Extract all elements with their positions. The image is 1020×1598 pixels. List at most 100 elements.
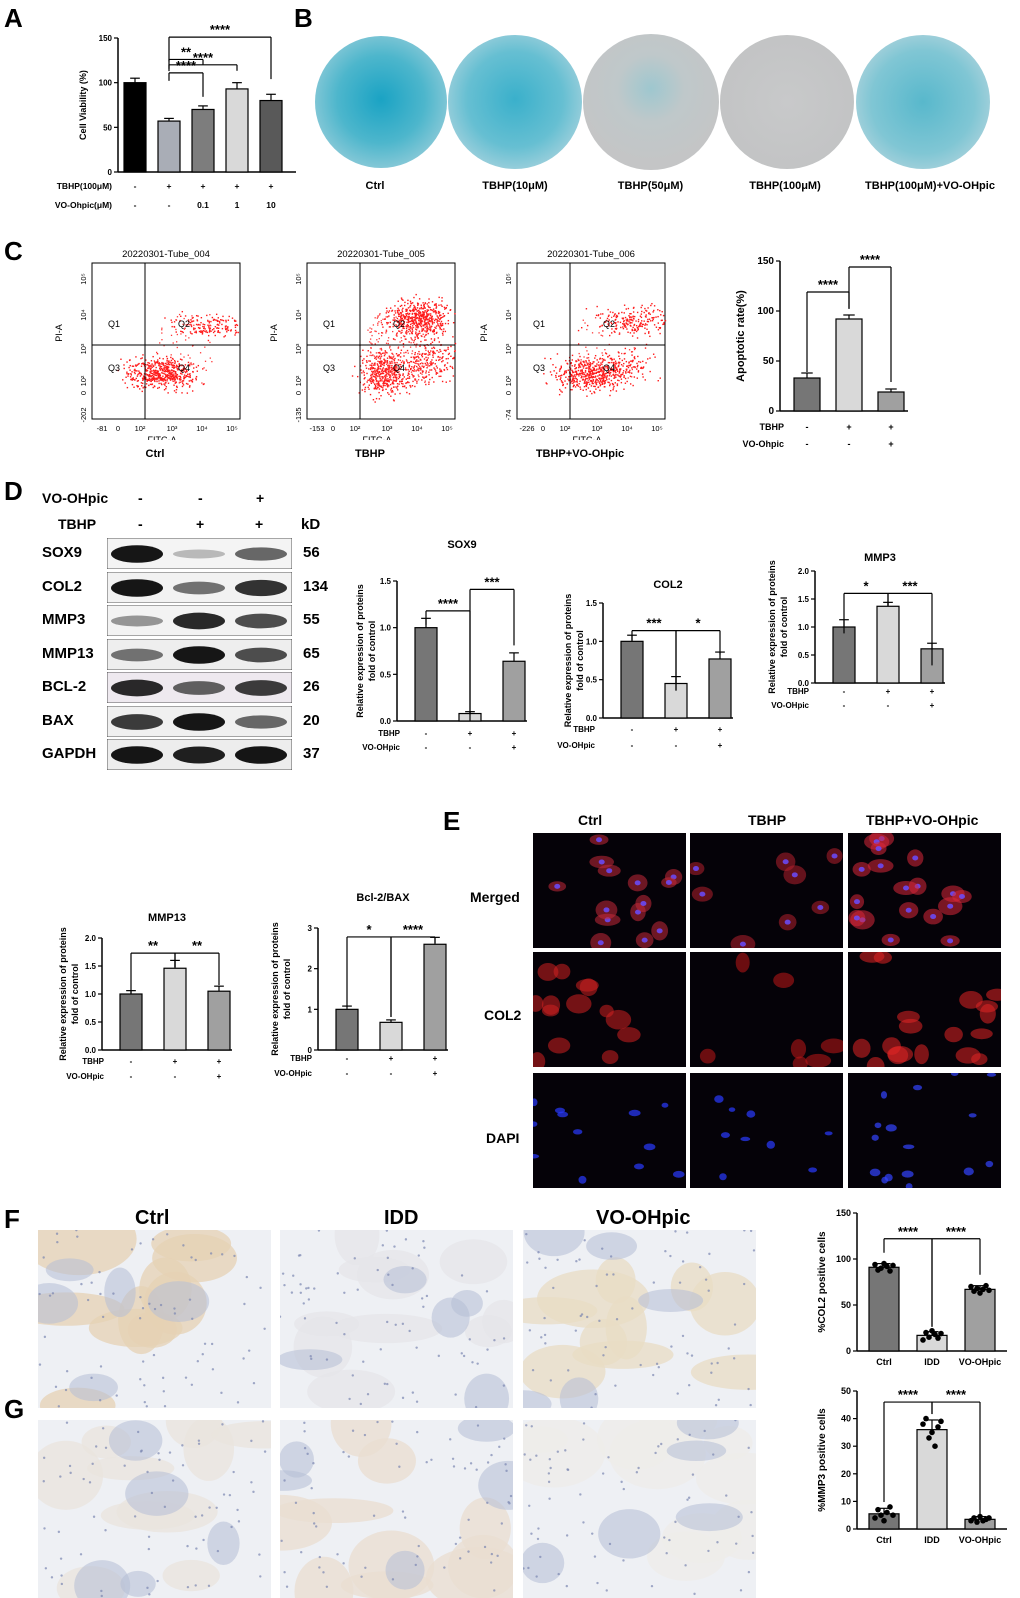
nucleus xyxy=(181,1444,184,1447)
flow-event xyxy=(183,366,185,368)
flow-event xyxy=(154,364,156,366)
flow-event xyxy=(171,377,174,380)
flow-event xyxy=(196,320,199,322)
flow-event xyxy=(181,373,183,375)
flow-event xyxy=(586,395,588,397)
flow-event xyxy=(188,380,191,382)
nucleus xyxy=(496,1554,499,1558)
if-image xyxy=(848,952,1001,1067)
flow-event xyxy=(363,358,365,360)
nucleus xyxy=(372,1514,376,1517)
flow-event xyxy=(189,376,191,379)
flow-event xyxy=(397,359,400,361)
flow-event xyxy=(632,360,634,362)
flow-event xyxy=(597,361,600,363)
flow-event xyxy=(429,328,432,330)
flow-event xyxy=(377,357,379,359)
flow-event xyxy=(429,369,431,371)
flow-event xyxy=(382,372,385,375)
flow-event xyxy=(414,353,416,356)
flow-event xyxy=(426,325,428,328)
flow-event xyxy=(209,327,212,329)
flow-event xyxy=(618,312,620,315)
flow-event xyxy=(406,391,408,394)
flow-event xyxy=(180,353,182,355)
data-point xyxy=(977,1513,983,1520)
flow-event xyxy=(578,359,580,361)
flow-event xyxy=(140,372,142,375)
flow-event xyxy=(560,380,563,382)
nucleus xyxy=(141,1360,145,1363)
flow-event xyxy=(640,320,643,322)
nucleus xyxy=(463,1467,467,1470)
cell xyxy=(914,1044,929,1065)
nucleus xyxy=(401,1510,405,1513)
flow-event xyxy=(411,350,414,352)
flow-event xyxy=(402,378,404,380)
nucleus xyxy=(173,1312,177,1315)
flow-event xyxy=(586,328,588,331)
flow-event xyxy=(430,338,433,340)
flow-event xyxy=(435,327,437,329)
flow-event xyxy=(611,382,614,385)
flow-event xyxy=(589,364,592,366)
flow-event xyxy=(381,362,383,365)
flow-event xyxy=(200,316,203,319)
row-label: TBHP xyxy=(573,725,595,734)
flow-event xyxy=(412,308,415,311)
flow-event xyxy=(396,311,399,313)
flow-event xyxy=(157,377,159,379)
flow-x-tick: 0 xyxy=(331,424,335,433)
flow-event xyxy=(148,379,151,382)
flow-event xyxy=(410,332,413,334)
nucleus xyxy=(548,1458,551,1461)
flow-event xyxy=(614,370,616,373)
flow-event xyxy=(374,384,377,387)
flow-event xyxy=(648,331,650,333)
flow-event xyxy=(373,370,375,373)
nucleus xyxy=(379,1348,382,1351)
flow-event xyxy=(430,362,433,364)
cell xyxy=(792,1056,808,1067)
flow-event xyxy=(195,323,198,326)
nucleus xyxy=(299,1283,302,1286)
flow-event xyxy=(593,372,595,375)
flow-event xyxy=(441,380,444,383)
nucleus xyxy=(493,1589,496,1592)
flow-event xyxy=(582,389,584,391)
wb-protein-label: GAPDH xyxy=(42,745,97,762)
if-image xyxy=(848,833,1001,948)
flow-event xyxy=(623,319,625,322)
data-point xyxy=(923,1329,929,1336)
flow-event xyxy=(385,332,387,334)
flow-event xyxy=(579,372,582,375)
flow-event xyxy=(641,373,644,375)
flow-event xyxy=(631,360,633,362)
flow-event xyxy=(382,377,384,379)
y-axis-label: Apoptotic rate(%) xyxy=(735,290,747,382)
flow-event xyxy=(167,362,170,365)
flow-event xyxy=(422,316,424,319)
nucleus xyxy=(725,1494,728,1497)
flow-event xyxy=(217,330,219,332)
flow-event xyxy=(391,372,393,375)
flow-event xyxy=(613,315,615,317)
nucleus xyxy=(363,1433,367,1437)
nucleus xyxy=(173,1307,176,1310)
flow-event xyxy=(650,304,652,307)
flow-event xyxy=(640,366,643,369)
flow-event xyxy=(584,364,586,366)
flow-event xyxy=(131,383,134,386)
flow-event xyxy=(426,329,428,332)
flow-event xyxy=(145,383,148,385)
nucleus xyxy=(458,1536,462,1539)
row-value: - xyxy=(425,729,428,738)
flow-event xyxy=(387,392,389,394)
flow-event xyxy=(367,386,369,389)
flow-event xyxy=(589,377,591,379)
flow-event xyxy=(633,347,635,349)
flow-event xyxy=(377,315,379,317)
flow-event xyxy=(368,388,370,390)
flow-event xyxy=(187,373,189,375)
